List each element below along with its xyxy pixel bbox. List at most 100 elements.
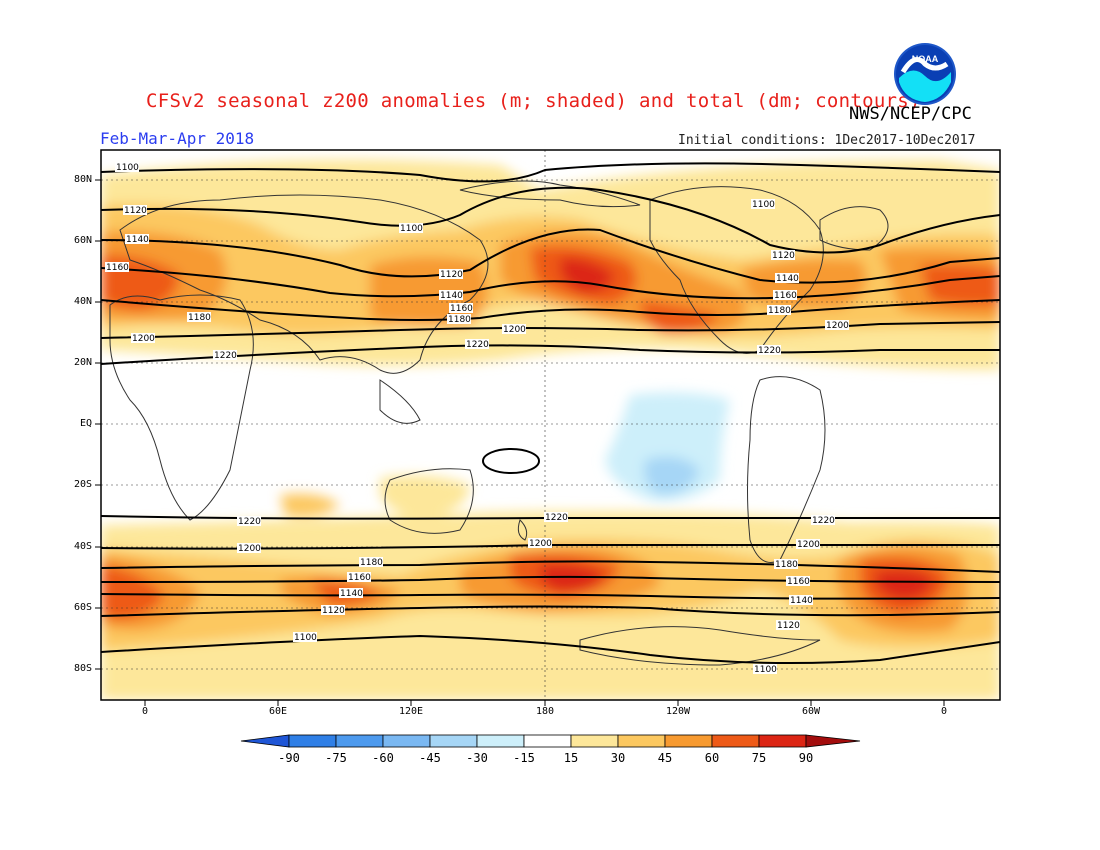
svg-text:1180: 1180 — [360, 558, 383, 568]
colorbar-cell — [476, 734, 525, 748]
svg-text:1100: 1100 — [116, 163, 139, 173]
svg-text:1120: 1120 — [322, 606, 345, 616]
nh-anomaly-band — [101, 159, 1000, 370]
contour-label: 1220 — [757, 345, 781, 356]
colorbar-label: 90 — [798, 751, 814, 765]
svg-text:1160: 1160 — [106, 263, 129, 273]
lon-label: 0 — [141, 706, 149, 717]
colorbar-cell — [288, 734, 337, 748]
colorbar-label: -45 — [419, 751, 441, 765]
lon-label: 120E — [398, 706, 424, 717]
svg-text:1200: 1200 — [238, 544, 261, 554]
contour-label: 1200 — [502, 324, 526, 335]
svg-text:1100: 1100 — [752, 200, 775, 210]
svg-text:1160: 1160 — [450, 304, 473, 314]
colorbar-cell — [617, 734, 666, 748]
lat-label: 40S — [74, 541, 93, 552]
contour-label: 1160 — [105, 262, 129, 273]
svg-text:1160: 1160 — [348, 573, 371, 583]
svg-text:1140: 1140 — [776, 274, 799, 284]
contour-label: 1200 — [131, 333, 155, 344]
contour-label: 1100 — [293, 632, 317, 643]
lat-label: 60N — [74, 235, 93, 246]
colorbar-label: 30 — [610, 751, 626, 765]
colorbar-high-arrow — [805, 734, 861, 748]
colorbar-cell — [758, 734, 807, 748]
shaded-anomalies: 1100 1120 1140 1160 1180 1200 1220 1100 … — [101, 150, 1000, 700]
svg-text:1220: 1220 — [758, 346, 781, 356]
contour-label: 1100 — [753, 664, 777, 675]
svg-text:1100: 1100 — [754, 665, 777, 675]
map-frame — [100, 149, 1001, 701]
svg-text:1220: 1220 — [238, 517, 261, 527]
svg-text:1200: 1200 — [797, 540, 820, 550]
contour-label: 1200 — [237, 543, 261, 554]
svg-text:1160: 1160 — [787, 577, 810, 587]
noaa-logo-text: NOAA — [912, 54, 939, 64]
map-title: CFSv2 seasonal z200 anomalies (m; shaded… — [146, 90, 921, 112]
contour-label: 1120 — [771, 250, 795, 261]
colorbar-label: -90 — [278, 751, 300, 765]
colorbar-label: 75 — [751, 751, 767, 765]
colorbar-cell — [711, 734, 760, 748]
contour-label: 1120 — [321, 605, 345, 616]
svg-text:1180: 1180 — [448, 315, 471, 325]
svg-text:1140: 1140 — [126, 235, 149, 245]
contour-label: 1120 — [123, 205, 147, 216]
lon-label: 60E — [268, 706, 288, 717]
colorbar-cell — [335, 734, 384, 748]
lon-label: 0 — [940, 706, 948, 717]
lat-label: 20S — [74, 479, 93, 490]
colorbar-label: -60 — [372, 751, 394, 765]
svg-text:1140: 1140 — [340, 589, 363, 599]
colorbar-label: 15 — [563, 751, 579, 765]
initial-conditions-label: Initial conditions: 1Dec2017-10Dec2017 — [678, 133, 976, 148]
svg-text:1100: 1100 — [400, 224, 423, 234]
colorbar-label: -15 — [513, 751, 535, 765]
svg-text:1180: 1180 — [775, 560, 798, 570]
svg-text:1180: 1180 — [768, 306, 791, 316]
lat-label: 40N — [74, 296, 93, 307]
contour-label: 1160 — [786, 576, 810, 587]
contour-label: 1160 — [449, 303, 473, 314]
contour-label: 1200 — [528, 538, 552, 549]
agency-label: NWS/NCEP/CPC — [849, 104, 972, 124]
svg-text:1220: 1220 — [214, 351, 237, 361]
svg-text:1220: 1220 — [812, 516, 835, 526]
lon-label: 60W — [801, 706, 821, 717]
contour-label: 1200 — [796, 539, 820, 550]
svg-text:1200: 1200 — [503, 325, 526, 335]
svg-text:1120: 1120 — [440, 270, 463, 280]
svg-text:1220: 1220 — [545, 513, 568, 523]
lon-label: 120W — [665, 706, 691, 717]
colorbar-cell — [382, 734, 431, 748]
colorbar-cell — [664, 734, 713, 748]
contour-label: 1180 — [774, 559, 798, 570]
svg-text:1200: 1200 — [132, 334, 155, 344]
contour-label: 1100 — [399, 223, 423, 234]
colorbar-label: -75 — [325, 751, 347, 765]
colorbar-low-arrow — [240, 734, 290, 748]
contour-label: 1220 — [465, 339, 489, 350]
colorbar-label: -30 — [466, 751, 488, 765]
contour-label: 1120 — [776, 620, 800, 631]
lat-label: 60S — [74, 602, 93, 613]
contour-label: 1100 — [751, 199, 775, 210]
contour-label-group: 1100 1120 1140 1160 1180 1200 1220 1100 … — [105, 162, 849, 675]
svg-text:1100: 1100 — [294, 633, 317, 643]
svg-text:1120: 1120 — [124, 206, 147, 216]
lat-label: 20N — [74, 357, 93, 368]
svg-text:1200: 1200 — [529, 539, 552, 549]
contour-label: 1140 — [789, 595, 813, 606]
contour-label: 1100 — [115, 162, 139, 173]
colorbar — [240, 734, 861, 748]
lat-label: 80S — [74, 663, 93, 674]
svg-text:1160: 1160 — [774, 291, 797, 301]
contour-label: 1120 — [439, 269, 463, 280]
contour-label: 1220 — [811, 515, 835, 526]
contour-label: 1220 — [237, 516, 261, 527]
lat-label: 80N — [74, 174, 93, 185]
noaa-logo: NOAA — [894, 43, 956, 105]
contour-label: 1180 — [359, 557, 383, 568]
season-label: Feb-Mar-Apr 2018 — [100, 129, 255, 148]
